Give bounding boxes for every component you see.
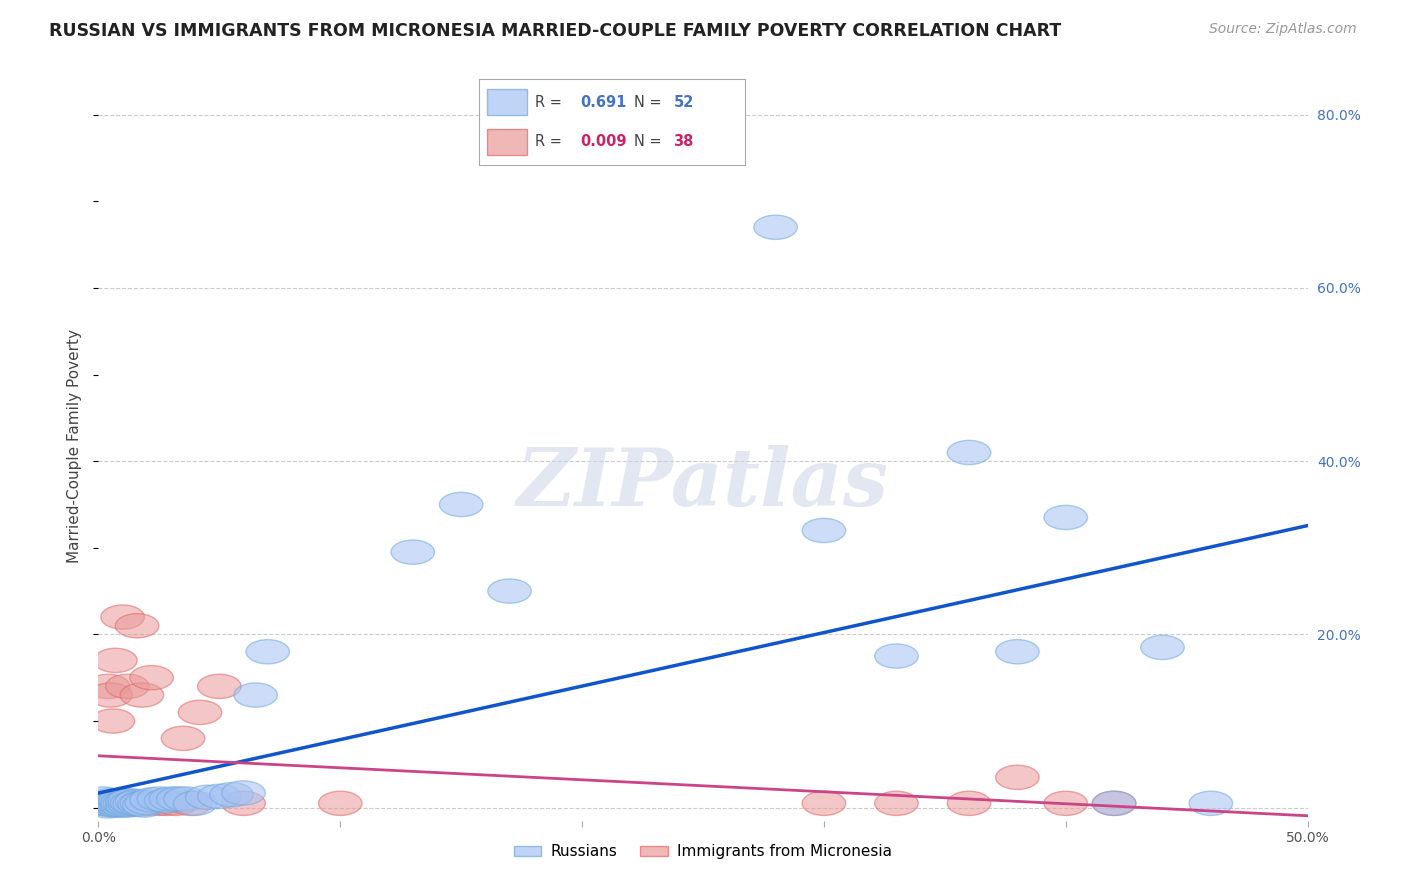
Text: Source: ZipAtlas.com: Source: ZipAtlas.com (1209, 22, 1357, 37)
Ellipse shape (1045, 506, 1087, 530)
Ellipse shape (94, 792, 138, 816)
Ellipse shape (86, 674, 129, 698)
Ellipse shape (105, 793, 149, 817)
Ellipse shape (1092, 791, 1136, 815)
Ellipse shape (233, 683, 277, 707)
Ellipse shape (98, 792, 142, 816)
Ellipse shape (186, 785, 229, 809)
Ellipse shape (115, 614, 159, 638)
Ellipse shape (145, 789, 188, 813)
Ellipse shape (96, 791, 139, 815)
Ellipse shape (198, 784, 240, 808)
Ellipse shape (995, 640, 1039, 664)
Ellipse shape (129, 788, 173, 812)
Ellipse shape (89, 792, 132, 816)
Ellipse shape (145, 791, 188, 815)
Text: RUSSIAN VS IMMIGRANTS FROM MICRONESIA MARRIED-COUPLE FAMILY POVERTY CORRELATION : RUSSIAN VS IMMIGRANTS FROM MICRONESIA MA… (49, 22, 1062, 40)
Ellipse shape (108, 791, 152, 815)
Ellipse shape (138, 787, 180, 811)
Ellipse shape (179, 700, 222, 724)
Ellipse shape (118, 791, 162, 815)
Ellipse shape (108, 789, 152, 813)
Ellipse shape (82, 791, 125, 815)
Ellipse shape (98, 791, 142, 815)
Ellipse shape (112, 791, 156, 815)
Ellipse shape (125, 791, 169, 815)
Text: ZIPatlas: ZIPatlas (517, 445, 889, 522)
Ellipse shape (1092, 791, 1136, 815)
Ellipse shape (138, 791, 180, 815)
Ellipse shape (162, 726, 205, 750)
Ellipse shape (125, 790, 169, 814)
Ellipse shape (149, 787, 193, 811)
Ellipse shape (209, 782, 253, 806)
Ellipse shape (91, 709, 135, 733)
Ellipse shape (875, 791, 918, 815)
Ellipse shape (94, 648, 138, 673)
Ellipse shape (108, 792, 152, 816)
Ellipse shape (173, 791, 217, 815)
Ellipse shape (246, 640, 290, 664)
Ellipse shape (96, 790, 139, 814)
Ellipse shape (103, 791, 146, 815)
Ellipse shape (1189, 791, 1233, 815)
Ellipse shape (875, 644, 918, 668)
Ellipse shape (391, 540, 434, 565)
Ellipse shape (803, 518, 845, 542)
Ellipse shape (440, 492, 482, 516)
Ellipse shape (222, 791, 266, 815)
Ellipse shape (98, 789, 142, 813)
Ellipse shape (84, 791, 128, 815)
Ellipse shape (91, 790, 135, 814)
Ellipse shape (96, 793, 139, 817)
Ellipse shape (129, 665, 173, 690)
Ellipse shape (803, 791, 845, 815)
Ellipse shape (1045, 791, 1087, 815)
Ellipse shape (948, 791, 991, 815)
Ellipse shape (122, 791, 166, 815)
Ellipse shape (105, 674, 149, 698)
Ellipse shape (169, 791, 212, 815)
Legend: Russians, Immigrants from Micronesia: Russians, Immigrants from Micronesia (508, 838, 898, 865)
Ellipse shape (118, 792, 162, 816)
Ellipse shape (89, 683, 132, 707)
Ellipse shape (111, 791, 155, 815)
Ellipse shape (91, 791, 135, 815)
Ellipse shape (103, 791, 146, 815)
Ellipse shape (101, 605, 145, 629)
Ellipse shape (101, 790, 145, 814)
Ellipse shape (101, 793, 145, 817)
Ellipse shape (488, 579, 531, 603)
Ellipse shape (91, 793, 135, 817)
Ellipse shape (112, 791, 156, 815)
Ellipse shape (94, 791, 138, 815)
Ellipse shape (84, 791, 128, 815)
Ellipse shape (120, 791, 163, 815)
Ellipse shape (89, 789, 132, 813)
Ellipse shape (319, 791, 361, 815)
Ellipse shape (163, 787, 207, 811)
Ellipse shape (94, 789, 138, 814)
Ellipse shape (105, 789, 149, 814)
Ellipse shape (111, 791, 155, 815)
Ellipse shape (1140, 635, 1184, 659)
Ellipse shape (754, 215, 797, 239)
Ellipse shape (115, 789, 159, 814)
Ellipse shape (120, 683, 163, 707)
Ellipse shape (948, 441, 991, 465)
Ellipse shape (156, 787, 200, 811)
Ellipse shape (155, 791, 198, 815)
Ellipse shape (86, 794, 129, 818)
Ellipse shape (222, 780, 266, 805)
Ellipse shape (995, 765, 1039, 789)
Ellipse shape (89, 791, 132, 815)
Y-axis label: Married-Couple Family Poverty: Married-Couple Family Poverty (67, 329, 83, 563)
Ellipse shape (198, 674, 240, 698)
Ellipse shape (82, 787, 125, 811)
Ellipse shape (122, 793, 166, 817)
